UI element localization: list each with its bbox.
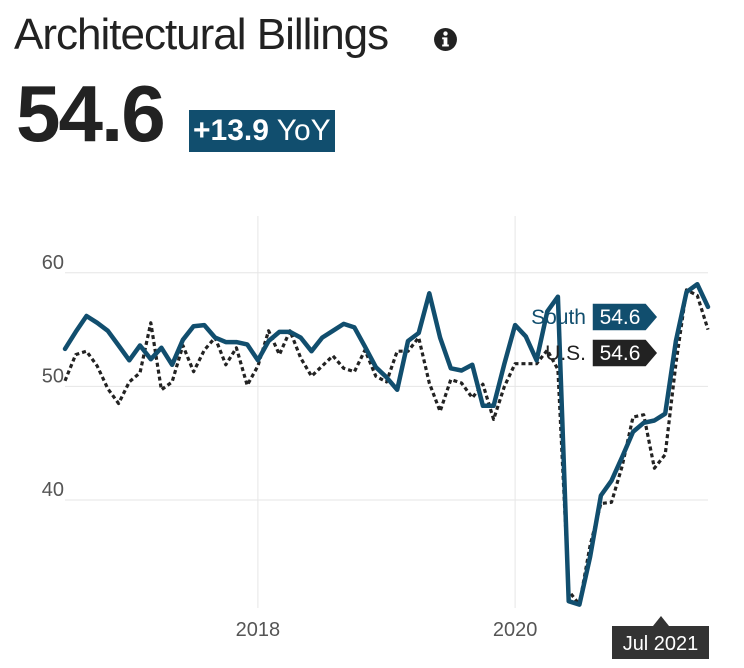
x-tick-label: 2018 [236,619,281,641]
south-value-label: 54.6 [600,306,641,329]
south-series-line [62,281,711,607]
us-series-line [63,288,710,607]
yoy-change-value: +13.9 [193,114,269,147]
page-title: Architectural Billings [14,10,389,59]
y-tick-label: 60 [42,252,64,274]
south-series-name: South [531,306,586,329]
us-series-name: U.S. [545,342,586,365]
y-tick-label: 50 [42,365,64,387]
tooltip-pointer [653,616,669,626]
date-tooltip [612,626,709,659]
current-value: 54.6 [16,69,166,158]
x-tick-label: 2020 [493,619,538,641]
date-tooltip-label: Jul 2021 [623,633,699,655]
south-value-badge [591,302,659,332]
yoy-change-suffix: YoY [276,114,331,147]
us-value-badge [591,338,659,368]
y-tick-label: 40 [42,479,64,501]
yoy-change-badge: +13.9 YoY [189,110,335,152]
us-value-label: 54.6 [600,342,641,365]
info-icon[interactable] [433,27,458,52]
